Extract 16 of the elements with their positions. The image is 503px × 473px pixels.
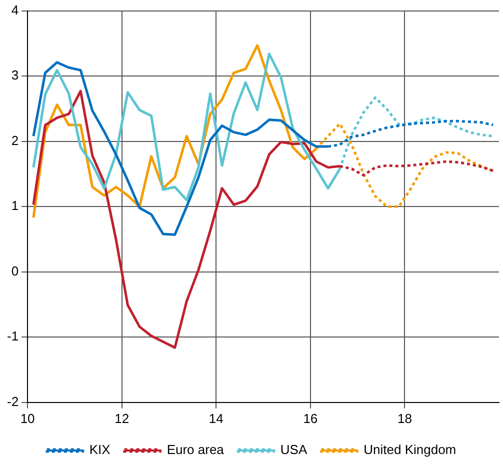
y-tick-label: 1: [11, 198, 19, 214]
y-tick-label: 4: [11, 2, 19, 18]
y-tick-label: -1: [6, 328, 19, 344]
x-tick-label: 10: [20, 410, 35, 426]
y-tick-label: 0: [11, 263, 19, 278]
y-tick-label: 2: [11, 132, 19, 148]
x-tick-label: 12: [114, 410, 130, 426]
x-tick-label: 18: [397, 410, 412, 426]
legend-label: KIX: [89, 442, 111, 458]
x-tick-label: 14: [208, 410, 224, 426]
legend-label: Euro area: [166, 442, 225, 458]
x-tick-label: 16: [303, 410, 318, 426]
legend-label: USA: [280, 442, 308, 458]
legend-label: United Kingdom: [364, 442, 456, 458]
y-tick-label: 3: [11, 68, 19, 83]
y-tick-label: -2: [6, 394, 19, 409]
